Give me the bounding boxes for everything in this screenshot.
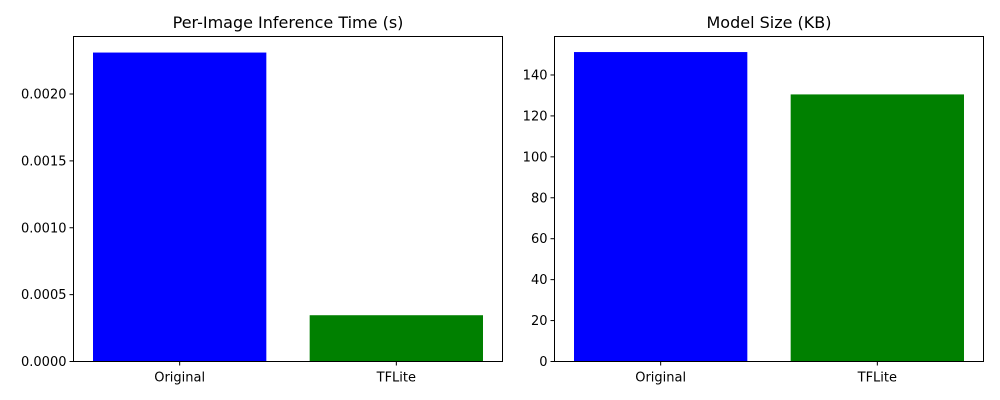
y-tick-label: 0.0020	[21, 88, 67, 103]
y-tick-label: 0.0000	[21, 355, 67, 370]
x-tick-label: TFLite	[857, 371, 897, 386]
bars	[93, 52, 483, 362]
y-tick-label: 80	[531, 191, 548, 206]
y-tick-label: 120	[523, 109, 548, 124]
bar-original	[93, 52, 267, 362]
bar-original	[574, 52, 748, 362]
x-axis-ticks: Original TFLite	[635, 361, 897, 386]
x-axis-ticks: Original TFLite	[154, 361, 416, 386]
bar-tflite	[790, 94, 964, 362]
y-axis-ticks: 0 20 40 60 80 100 120 140	[523, 68, 555, 370]
x-tick-label: TFLite	[376, 371, 416, 386]
chart-model-size: Model Size (KB) 0 20 40 60 80 100 120 140 Origi…	[523, 13, 984, 386]
y-tick-label: 0.0005	[21, 288, 67, 303]
bar-tflite	[309, 315, 483, 362]
y-axis-ticks: 0.0000 0.0005 0.0010 0.0015 0.0020	[21, 88, 74, 370]
x-tick-label: Original	[154, 371, 205, 386]
y-tick-label: 20	[531, 314, 548, 329]
x-tick-label: Original	[635, 371, 686, 386]
plot-frame	[554, 36, 984, 362]
chart-inference-time: Per-Image Inference Time (s) 0.00000.000…	[21, 13, 503, 386]
y-tick-label: 0	[539, 355, 547, 370]
chart-title: Per-Image Inference Time (s)	[173, 13, 404, 32]
plot-frame	[73, 36, 503, 362]
bars	[574, 52, 964, 362]
chart-title: Model Size (KB)	[706, 13, 831, 32]
y-tick-label: 100	[523, 150, 548, 165]
y-tick-label: 0.0015	[21, 154, 67, 169]
y-tick-label: 140	[523, 68, 548, 83]
y-tick-label: 40	[531, 273, 548, 288]
y-tick-label: 0.0010	[21, 221, 67, 236]
y-tick-label: 60	[531, 232, 548, 247]
